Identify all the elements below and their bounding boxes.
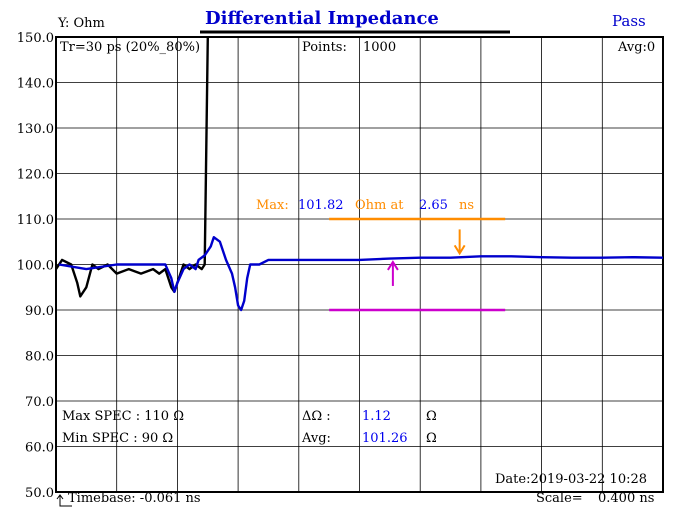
delta-unit: Ω	[426, 409, 437, 424]
y-tick-label: 110.0	[17, 213, 54, 228]
timebase-arrow-icon	[56, 494, 64, 500]
rise-time-label: Tr=30 ps (20%_80%)	[60, 40, 201, 55]
y-tick-label: 120.0	[17, 168, 54, 183]
time-unit: ns	[459, 198, 475, 213]
max-spec-label: Max SPEC : 110 Ω	[62, 409, 184, 424]
delta-label: ΔΩ :	[302, 409, 331, 424]
min-arrow-head	[387, 260, 399, 271]
scale-label: Scale=	[536, 491, 583, 506]
points-label: Points:	[302, 40, 347, 55]
avg-label: Avg:	[302, 431, 331, 446]
pass-status: Pass	[612, 12, 646, 30]
timebase-label: Timebase: -0.061 ns	[68, 491, 201, 506]
y-tick-label: 80.0	[25, 350, 54, 365]
y-tick-label: 100.0	[17, 259, 54, 274]
timebase-marker-icon	[59, 496, 72, 507]
y-tick-label: 140.0	[17, 77, 54, 92]
max-value: 101.82	[298, 198, 344, 213]
y-tick-label: 50.0	[25, 486, 54, 501]
avg-count: Avg:0	[618, 40, 656, 55]
scale-value: 0.400 ns	[598, 491, 655, 506]
y-tick-label: 150.0	[17, 31, 54, 46]
reference-trace	[54, 36, 209, 298]
y-tick-label: 90.0	[25, 304, 54, 319]
y-tick-label: 130.0	[17, 122, 54, 137]
time-value: 2.65	[419, 198, 448, 213]
impedance-trace	[58, 236, 664, 312]
y-axis-title: Y: Ohm	[58, 16, 105, 31]
min-spec-label: Min SPEC : 90 Ω	[62, 431, 174, 446]
avg-value: 101.26	[362, 431, 408, 446]
date-label: Date:2019-03-22 10:28	[495, 472, 648, 487]
delta-value: 1.12	[362, 409, 391, 424]
points-value: 1000	[363, 40, 397, 55]
avg-unit: Ω	[426, 431, 437, 446]
chart-title: Differential Impedance	[205, 8, 439, 29]
max-prefix: Max:	[256, 198, 289, 213]
max-arrow-head	[453, 244, 466, 256]
ohm-at-label: Ohm at	[355, 198, 404, 213]
y-tick-label: 70.0	[25, 395, 54, 410]
y-tick-label: 60.0	[25, 441, 54, 456]
